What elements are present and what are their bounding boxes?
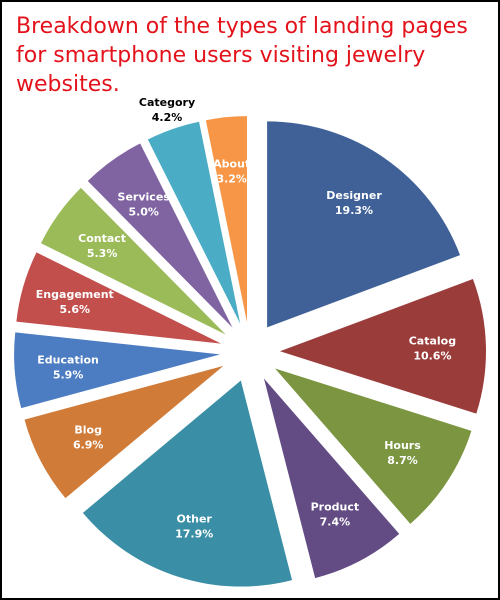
pie-slice-other — [82, 380, 293, 587]
pie-slice-blog — [24, 365, 224, 499]
pie-slice-product — [263, 378, 400, 579]
slice-label-hours: Hours — [384, 439, 421, 452]
slice-label-contact: Contact — [78, 232, 126, 245]
slice-value-category: 4.2% — [152, 111, 183, 124]
slice-label-about: About — [213, 158, 250, 171]
slice-value-services: 5.0% — [128, 206, 159, 219]
slice-label-engagement: Engagement — [36, 288, 114, 301]
slice-label-designer: Designer — [326, 189, 382, 202]
slice-label-product: Product — [311, 501, 360, 514]
pie-slice-category — [147, 121, 241, 324]
slice-value-product: 7.4% — [320, 516, 351, 529]
slice-label-catalog: Catalog — [409, 334, 456, 347]
pie-slice-catalog — [279, 279, 486, 414]
pie-slice-contact — [40, 187, 226, 335]
slice-value-designer: 19.3% — [335, 204, 373, 217]
slice-value-other: 17.9% — [175, 528, 213, 541]
slice-value-blog: 6.9% — [73, 438, 104, 451]
slice-label-education: Education — [37, 353, 99, 366]
slice-label-services: Services — [118, 191, 171, 204]
pie-slice-designer — [267, 121, 461, 328]
pie-slice-engagement — [16, 252, 222, 344]
pie-slice-about — [205, 116, 247, 323]
slice-value-about: 3.2% — [216, 173, 247, 186]
slice-value-engagement: 5.6% — [60, 303, 91, 316]
slice-label-other: Other — [177, 513, 213, 526]
pie-slice-services — [87, 143, 233, 328]
slice-label-blog: Blog — [74, 423, 102, 436]
slice-label-category: Category — [139, 96, 195, 109]
slice-value-education: 5.9% — [53, 368, 84, 381]
pie-slice-hours — [275, 368, 472, 524]
chart-title: Breakdown of the types of landing pages … — [16, 14, 468, 97]
pie-slice-education — [14, 332, 221, 409]
slice-value-catalog: 10.6% — [413, 349, 451, 362]
slice-value-contact: 5.3% — [87, 247, 118, 260]
slice-value-hours: 8.7% — [387, 454, 418, 467]
